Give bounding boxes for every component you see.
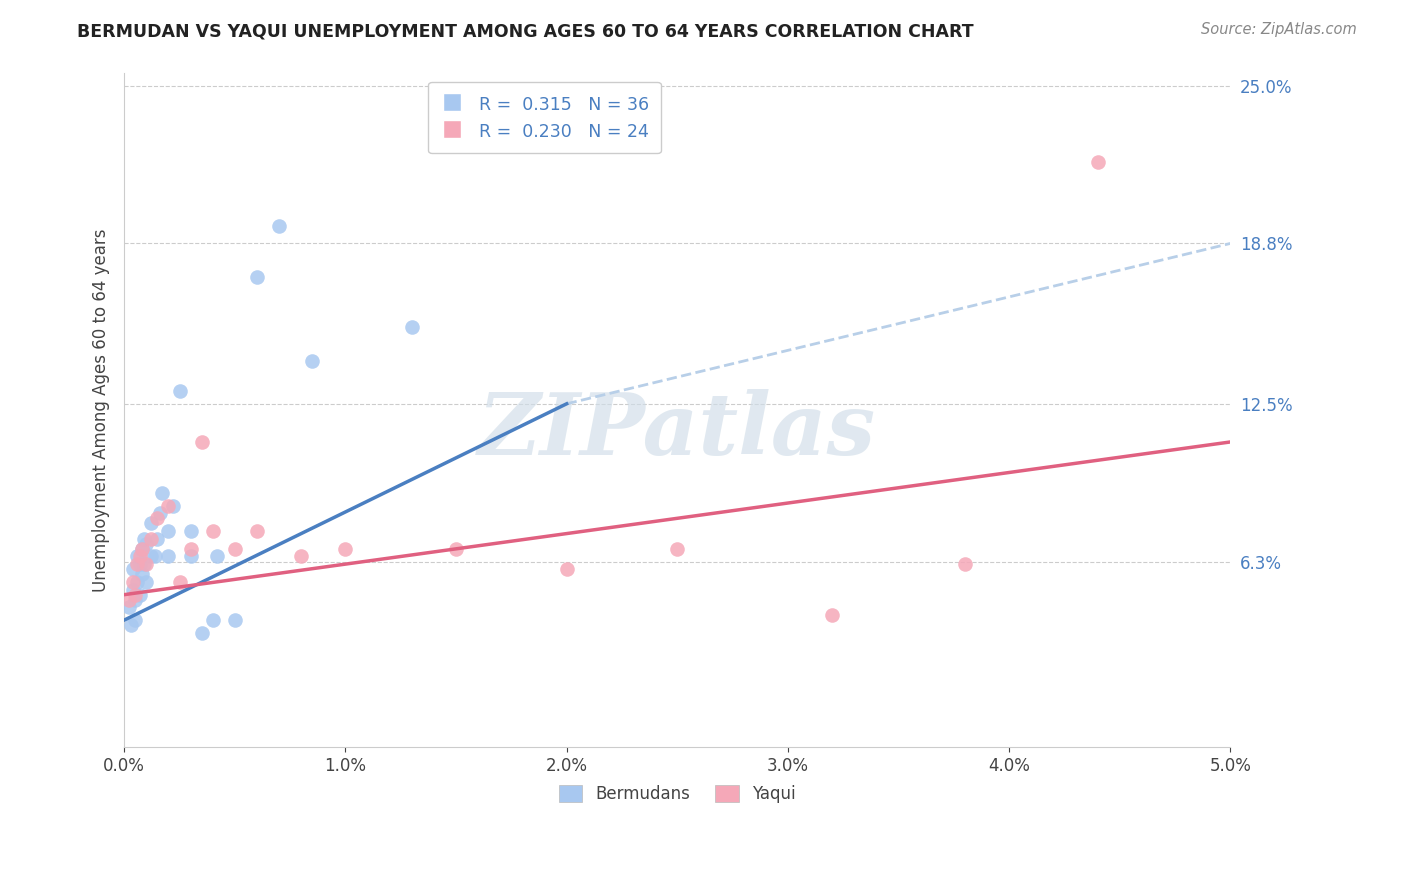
Point [131,541,153,556]
Point [1087,155,1109,169]
Point [139,549,162,564]
Point [127,557,149,571]
Point [180,549,202,564]
Point [555,562,578,576]
Point [139,532,162,546]
Point [180,541,202,556]
Point [246,524,269,538]
Point [246,269,269,284]
Point [401,320,423,334]
Point [146,532,169,546]
Point [131,567,153,582]
Point [666,541,689,556]
Legend: Bermudans, Yaqui: Bermudans, Yaqui [548,775,806,814]
Point [124,588,146,602]
Point [128,588,150,602]
Point [953,557,976,571]
Point [224,613,246,627]
Point [127,574,149,589]
Point [143,549,166,564]
Point [117,600,139,615]
Point [135,557,157,571]
Point [124,613,146,627]
Point [169,574,191,589]
Point [149,506,172,520]
Point [169,384,191,398]
Point [150,486,173,500]
Text: ZIPatlas: ZIPatlas [478,389,876,472]
Point [335,541,357,556]
Point [190,625,212,640]
Point [444,541,467,556]
Point [224,541,246,556]
Point [135,537,157,551]
Point [134,532,156,546]
Point [122,582,145,597]
Point [201,524,224,538]
Point [128,549,150,564]
Text: Source: ZipAtlas.com: Source: ZipAtlas.com [1201,22,1357,37]
Point [128,557,150,571]
Point [821,607,844,622]
Point [134,557,156,571]
Point [205,549,228,564]
Point [301,353,323,368]
Point [124,592,146,607]
Point [127,549,149,564]
Point [122,574,145,589]
Point [131,541,153,556]
Point [157,524,180,538]
Y-axis label: Unemployment Among Ages 60 to 64 years: Unemployment Among Ages 60 to 64 years [93,228,110,592]
Point [190,434,212,449]
Point [120,618,142,632]
Point [117,592,139,607]
Text: BERMUDAN VS YAQUI UNEMPLOYMENT AMONG AGES 60 TO 64 YEARS CORRELATION CHART: BERMUDAN VS YAQUI UNEMPLOYMENT AMONG AGE… [77,22,974,40]
Point [122,562,145,576]
Point [267,219,290,233]
Point [157,549,180,564]
Point [290,549,312,564]
Point [146,511,169,525]
Point [135,574,157,589]
Point [139,516,162,531]
Point [201,613,224,627]
Point [157,499,180,513]
Point [162,499,184,513]
Point [180,524,202,538]
